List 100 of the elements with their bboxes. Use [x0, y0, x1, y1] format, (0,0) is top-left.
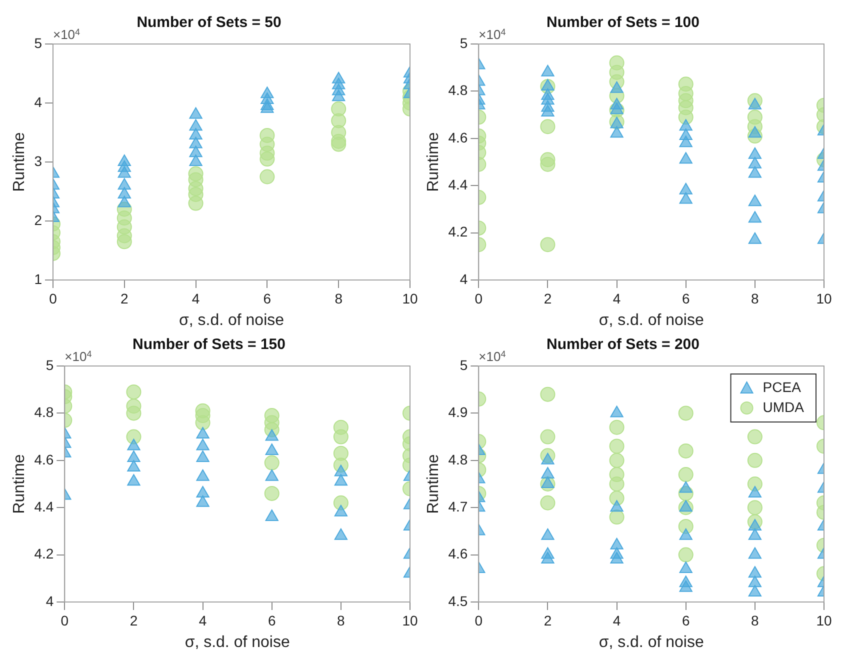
point — [609, 510, 624, 525]
point — [610, 500, 624, 512]
point — [610, 126, 624, 138]
x-tick-label: 0 — [60, 612, 69, 628]
point — [679, 119, 692, 131]
x-tick-label: 2 — [120, 290, 128, 306]
point — [747, 452, 762, 468]
point — [748, 528, 762, 540]
point — [679, 500, 692, 512]
y-tick-label: 4 — [46, 592, 54, 609]
chart-title: Number of Sets = 200 — [546, 336, 700, 354]
point — [610, 81, 624, 93]
x-axis-title: σ, s.d. of noise — [598, 312, 704, 329]
chart-title: Number of Sets = 150 — [132, 336, 286, 354]
x-tick-label: 6 — [682, 612, 690, 628]
point — [679, 182, 692, 194]
legend-label: UMDA — [762, 398, 805, 415]
y-tick-label: 4.8 — [448, 82, 468, 98]
x-tick-label: 6 — [268, 612, 276, 628]
y-tick-label: 2 — [34, 212, 42, 228]
x-tick-label: 8 — [751, 290, 760, 306]
y-tick-label: 4 — [460, 270, 468, 287]
x-tick-label: 10 — [816, 612, 832, 628]
y-tick-label: 4.2 — [34, 546, 54, 562]
y-tick-label: 1 — [34, 270, 42, 287]
point — [189, 154, 202, 166]
y-tick-label: 5 — [460, 34, 468, 51]
x-tick-label: 0 — [474, 612, 483, 628]
point — [610, 552, 624, 564]
point — [679, 152, 692, 164]
point — [196, 438, 210, 450]
x-tick-label: 4 — [192, 290, 200, 306]
point — [189, 107, 202, 119]
point — [189, 136, 202, 148]
y-tick-label: 4.4 — [34, 498, 54, 514]
x-tick-label: 10 — [402, 290, 418, 306]
y-axis-title: Runtime — [11, 132, 28, 192]
y-tick-label: 4.9 — [448, 404, 468, 420]
point — [609, 452, 624, 468]
x-tick-label: 4 — [612, 290, 621, 306]
x-tick-label: 6 — [263, 290, 272, 306]
point — [260, 101, 274, 113]
point — [748, 486, 762, 498]
point — [748, 576, 762, 588]
y-tick-label: 4.2 — [448, 224, 468, 240]
x-tick-label: 2 — [130, 612, 138, 628]
point — [265, 443, 278, 455]
point — [195, 415, 210, 430]
point — [264, 486, 280, 501]
x-axis-title: σ, s.d. of noise — [598, 634, 704, 651]
point — [678, 443, 694, 458]
point — [265, 510, 278, 522]
x-tick-label: 4 — [198, 612, 207, 628]
point — [679, 481, 692, 493]
point — [679, 528, 692, 540]
x-tick-label: 10 — [816, 290, 832, 306]
point — [188, 196, 204, 211]
x-tick-label: 2 — [544, 612, 552, 628]
point — [264, 455, 280, 470]
point — [196, 450, 210, 462]
y-tick-label: 4.8 — [448, 451, 468, 468]
chart-title: Number of Sets = 100 — [546, 14, 700, 32]
y-tick-label: 4.6 — [448, 546, 468, 562]
y-axis-title: Runtime — [11, 454, 28, 514]
y-tick-label: 5 — [460, 356, 468, 373]
point — [678, 547, 694, 562]
point — [189, 146, 202, 158]
point — [265, 429, 278, 441]
point — [196, 486, 210, 498]
point — [679, 561, 692, 573]
point — [747, 500, 762, 516]
point — [609, 438, 624, 454]
point — [678, 406, 694, 421]
y-tick-label: 5 — [34, 34, 42, 51]
x-tick-label: 8 — [337, 612, 346, 628]
y-axis-title: Runtime — [425, 132, 442, 192]
point — [748, 518, 762, 530]
y-tick-label: 3 — [34, 152, 42, 169]
y-tick-label: 4.7 — [448, 498, 468, 514]
y-tick-label: 5 — [46, 356, 54, 373]
point — [747, 429, 762, 444]
point — [196, 426, 210, 438]
point — [679, 580, 692, 592]
x-axis-title: σ, s.d. of noise — [178, 312, 284, 329]
point — [610, 538, 624, 550]
point — [609, 476, 624, 492]
point — [609, 420, 624, 435]
x-tick-label: 8 — [751, 612, 760, 628]
point — [679, 192, 692, 204]
point — [748, 547, 762, 559]
point — [679, 136, 692, 148]
x-axis-title: σ, s.d. of noise — [184, 634, 290, 651]
x-tick-label: 8 — [334, 290, 343, 306]
point — [748, 566, 762, 578]
point — [678, 467, 694, 482]
x-tick-label: 6 — [682, 290, 690, 306]
x-tick-label: 10 — [402, 612, 418, 628]
y-tick-label: 4.6 — [448, 129, 468, 146]
point — [189, 119, 202, 131]
point — [189, 128, 202, 140]
